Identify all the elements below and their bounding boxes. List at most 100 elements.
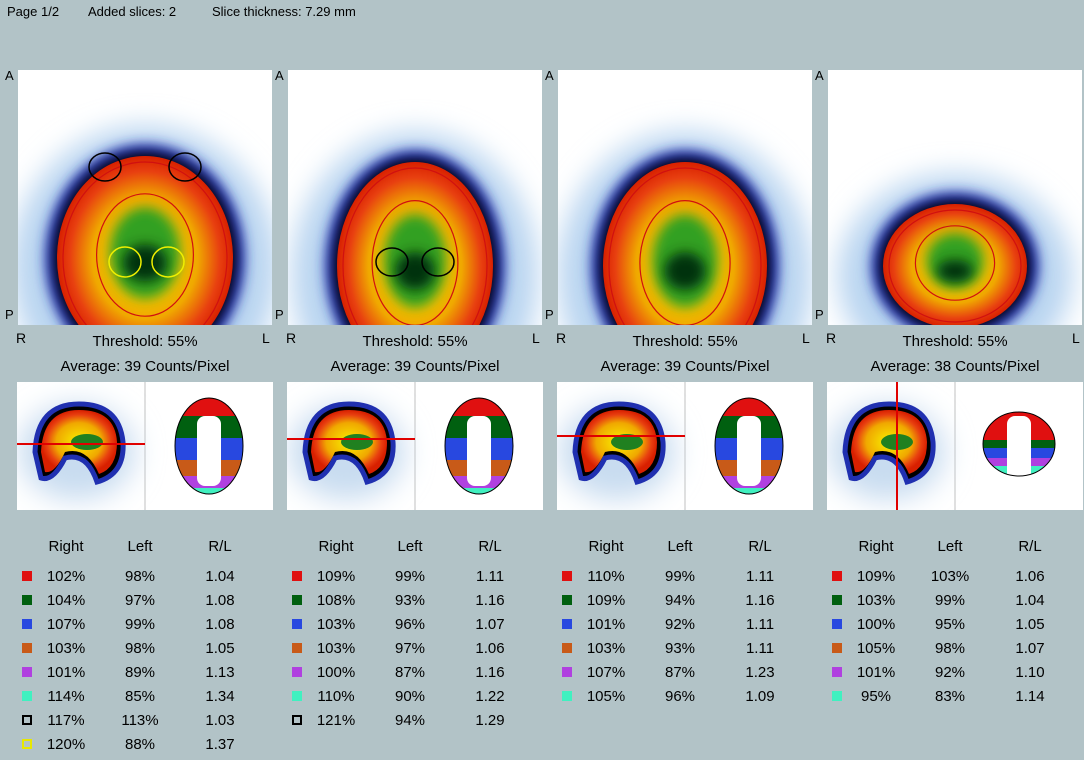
table-cell: 109%	[586, 592, 626, 609]
column-header: Left	[397, 538, 423, 555]
overview-images	[557, 382, 813, 510]
table-cell: 120%	[46, 736, 86, 753]
table-cell: 1.34	[205, 688, 235, 705]
legend-swatch	[832, 619, 842, 629]
legend-swatch	[292, 667, 302, 677]
table-cell: 113%	[121, 712, 159, 729]
column-header: Right	[858, 538, 894, 555]
legend-swatch	[22, 715, 32, 725]
average-label: Average: 39 Counts/Pixel	[60, 358, 230, 375]
table-cell: 101%	[46, 664, 86, 681]
table-cell: 105%	[586, 688, 626, 705]
table-cell: 1.11	[745, 640, 775, 657]
table-cell: 117%	[47, 712, 85, 729]
orientation-anterior: A	[5, 68, 14, 83]
table-cell: 1.06	[475, 640, 505, 657]
table-cell: 87%	[394, 664, 426, 681]
table-cell: 97%	[394, 640, 426, 657]
threshold-label: Threshold: 55%	[632, 333, 738, 350]
legend-swatch	[832, 571, 842, 581]
orientation-left: L	[1072, 330, 1080, 346]
threshold-label: Threshold: 55%	[902, 333, 1008, 350]
table-cell: 88%	[124, 736, 156, 753]
overview-images	[17, 382, 273, 510]
table-cell: 1.37	[205, 736, 235, 753]
table-cell: 102%	[46, 568, 86, 585]
table-cell: 1.04	[1015, 592, 1045, 609]
table-cell: 96%	[394, 616, 426, 633]
table-cell: 1.08	[205, 592, 235, 609]
legend-swatch	[292, 643, 302, 653]
axial-slice-image	[828, 70, 1082, 325]
legend-swatch	[562, 571, 572, 581]
table-cell: 1.07	[475, 616, 505, 633]
table-cell: 100%	[856, 616, 896, 633]
orientation-posterior: P	[275, 307, 284, 322]
axial-slice-image	[558, 70, 812, 325]
table-cell: 83%	[934, 688, 966, 705]
table-cell: 1.04	[205, 568, 235, 585]
column-header: R/L	[478, 538, 502, 555]
table-cell: 104%	[46, 592, 86, 609]
legend-swatch	[292, 619, 302, 629]
legend-swatch	[22, 667, 32, 677]
legend-swatch	[292, 595, 302, 605]
table-cell: 96%	[664, 688, 696, 705]
orientation-anterior: A	[815, 68, 824, 83]
orientation-anterior: A	[275, 68, 284, 83]
table-cell: 90%	[394, 688, 426, 705]
table-cell: 1.11	[745, 568, 775, 585]
table-cell: 1.29	[475, 712, 505, 729]
table-cell: 1.23	[745, 664, 775, 681]
legend-swatch	[292, 715, 302, 725]
column-header: Left	[127, 538, 153, 555]
table-cell: 95%	[934, 616, 966, 633]
orientation-right: R	[556, 330, 567, 346]
table-cell: 1.14	[1015, 688, 1045, 705]
table-cell: 1.16	[475, 592, 505, 609]
table-cell: 1.05	[1015, 616, 1045, 633]
table-cell: 99%	[934, 592, 966, 609]
legend-swatch	[562, 619, 572, 629]
legend-swatch	[832, 595, 842, 605]
column-header: Right	[48, 538, 84, 555]
table-cell: 92%	[664, 616, 696, 633]
table-cell: 103%	[316, 640, 356, 657]
column-header: Left	[937, 538, 963, 555]
table-cell: 99%	[664, 568, 696, 585]
orientation-right: R	[826, 330, 837, 346]
table-cell: 94%	[664, 592, 696, 609]
table-cell: 107%	[46, 616, 86, 633]
table-cell: 103%	[856, 592, 896, 609]
overview-images	[827, 382, 1083, 510]
orientation-posterior: P	[815, 307, 824, 322]
legend-swatch	[832, 667, 842, 677]
column-header: Right	[318, 538, 354, 555]
table-cell: 121%	[316, 712, 356, 729]
table-cell: 1.08	[205, 616, 235, 633]
slice-thickness: Slice thickness: 7.29 mm	[212, 4, 356, 19]
threshold-label: Threshold: 55%	[92, 333, 198, 350]
page-indicator: Page 1/2	[7, 4, 60, 19]
table-cell: 98%	[934, 640, 966, 657]
orientation-right: R	[286, 330, 297, 346]
table-cell: 101%	[856, 664, 896, 681]
orientation-left: L	[262, 330, 270, 346]
table-cell: 110%	[587, 568, 625, 585]
average-label: Average: 39 Counts/Pixel	[600, 358, 770, 375]
table-cell: 1.03	[205, 712, 235, 729]
table-cell: 87%	[664, 664, 696, 681]
table-cell: 92%	[934, 664, 966, 681]
table-cell: 103%	[586, 640, 626, 657]
table-cell: 108%	[316, 592, 356, 609]
table-cell: 94%	[394, 712, 426, 729]
orientation-right: R	[16, 330, 27, 346]
added-slices: Added slices: 2	[88, 4, 177, 19]
table-cell: 1.16	[745, 592, 775, 609]
table-cell: 89%	[124, 664, 156, 681]
table-cell: 1.16	[475, 664, 505, 681]
orientation-left: L	[532, 330, 540, 346]
table-cell: 107%	[586, 664, 626, 681]
column-header: R/L	[748, 538, 772, 555]
